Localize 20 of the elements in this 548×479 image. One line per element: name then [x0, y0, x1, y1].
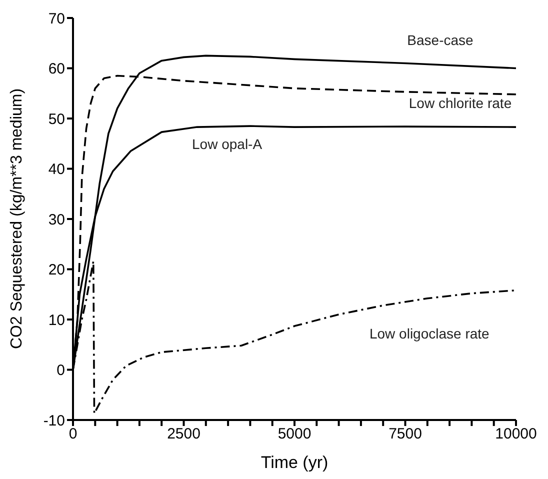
y-axis-title: CO2 Sequestered (kg/m**3 medium): [8, 88, 26, 349]
y-tick-label: 60: [48, 60, 65, 78]
y-tick-label: 20: [48, 262, 65, 279]
series-label: Low oligoclase rate: [369, 325, 490, 342]
x-axis-title: Time (yr): [260, 453, 328, 472]
series-label: Low opal-A: [192, 136, 263, 152]
series-label: Low chlorite rate: [408, 94, 512, 111]
y-tick-label: 40: [48, 161, 65, 178]
y-tick-label: 30: [48, 211, 65, 228]
x-tick-label: 7500: [388, 426, 422, 443]
x-tick-label: 0: [68, 426, 78, 443]
x-tick-label: 10000: [495, 426, 537, 443]
y-tick-label: 0: [56, 362, 65, 380]
y-tick-label: -10: [43, 412, 65, 430]
x-tick-label: 5000: [278, 426, 312, 443]
series-label: Base-case: [407, 32, 474, 48]
y-tick-label: 50: [48, 110, 65, 128]
y-tick-label: 70: [48, 10, 65, 28]
y-tick-label: 10: [48, 312, 65, 329]
x-tick-label: 2500: [167, 426, 200, 443]
